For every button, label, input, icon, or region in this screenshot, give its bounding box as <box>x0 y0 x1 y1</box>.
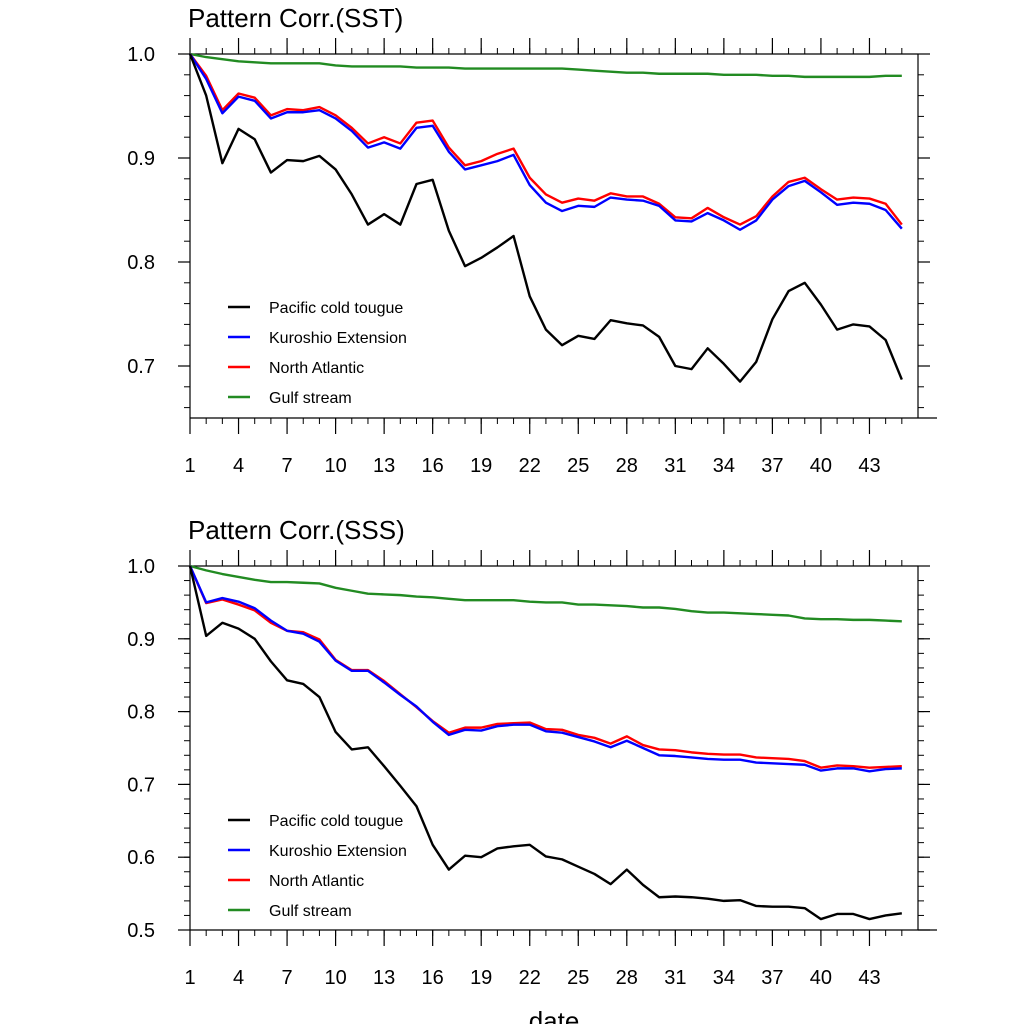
legend-item: Gulf stream <box>228 903 352 920</box>
series-lines <box>188 564 902 921</box>
x-tick-label: 10 <box>324 967 346 989</box>
x-tick-label: 22 <box>519 967 541 989</box>
x-tick-label: 43 <box>858 455 880 477</box>
x-tick-label: 25 <box>567 967 589 989</box>
x-tick-label: 7 <box>282 455 293 477</box>
legend: Pacific cold tougue Kuroshio Extension Nor… <box>228 813 407 920</box>
series-line-north-atlantic <box>189 53 903 226</box>
legend-label: Pacific cold tougue <box>269 300 403 317</box>
series-line-pacific-cold-tougue <box>188 53 903 383</box>
x-tick-label: 28 <box>616 455 638 477</box>
y-ticks: 0.5 0.6 0.7 0.8 0.9 1.0 <box>127 556 930 942</box>
y-ticks: 0.7 0.8 0.9 1.0 <box>127 44 930 409</box>
y-tick-label: 0.7 <box>127 774 155 796</box>
legend-label: North Atlantic <box>269 360 364 377</box>
x-tick-label: 25 <box>567 455 589 477</box>
x-tick-label: 34 <box>713 967 735 989</box>
x-tick-label: 40 <box>810 967 832 989</box>
legend: Pacific cold tougue Kuroshio Extension Nor… <box>228 300 407 407</box>
y-tick-label: 0.8 <box>127 702 155 724</box>
chart-title: Pattern Corr.(SSS) <box>188 515 405 545</box>
y-tick-label: 0.5 <box>127 920 155 942</box>
x-tick-label: 4 <box>233 455 244 477</box>
legend-item: Pacific cold tougue <box>228 300 403 317</box>
legend-item: North Atlantic <box>228 873 364 890</box>
series-line-north-atlantic <box>188 565 902 769</box>
x-tick-label: 10 <box>324 455 346 477</box>
plot-frame <box>189 53 937 419</box>
plot-frame <box>189 565 937 931</box>
x-tick-label: 37 <box>761 455 783 477</box>
x-ticks: 1 4 7 10 13 16 19 22 25 28 31 34 37 40 43 <box>184 550 903 989</box>
x-tick-label: 43 <box>858 967 880 989</box>
x-tick-label: 19 <box>470 967 492 989</box>
x-tick-label: 16 <box>422 967 444 989</box>
legend-item: Gulf stream <box>228 390 352 407</box>
y-tick-label: 0.9 <box>127 629 155 651</box>
chart-title: Pattern Corr.(SST) <box>188 3 403 33</box>
legend-item: Pacific cold tougue <box>228 813 403 830</box>
legend-label: Gulf stream <box>269 903 352 920</box>
x-tick-label: 13 <box>373 455 395 477</box>
x-tick-label: 1 <box>184 967 195 989</box>
x-tick-label: 13 <box>373 967 395 989</box>
x-tick-label: 40 <box>810 455 832 477</box>
legend-label: Gulf stream <box>269 390 352 407</box>
x-tick-label: 31 <box>664 967 686 989</box>
x-tick-label: 31 <box>664 455 686 477</box>
series-lines <box>188 52 903 383</box>
x-tick-label: 1 <box>184 455 195 477</box>
x-axis-label: date <box>529 1006 580 1024</box>
y-tick-label: 0.6 <box>127 847 155 869</box>
y-tick-label: 0.9 <box>127 148 155 170</box>
series-line-gulf-stream <box>189 564 902 623</box>
legend-label: North Atlantic <box>269 873 364 890</box>
x-tick-label: 19 <box>470 455 492 477</box>
y-tick-label: 0.7 <box>127 356 155 378</box>
x-tick-label: 7 <box>282 967 293 989</box>
legend-item: Kuroshio Extension <box>228 330 407 347</box>
y-tick-label: 1.0 <box>127 44 155 66</box>
x-tick-label: 28 <box>616 967 638 989</box>
series-line-kuroshio-extension <box>188 565 902 773</box>
legend-label: Kuroshio Extension <box>269 843 407 860</box>
series-line-gulf-stream <box>189 52 902 79</box>
x-tick-label: 4 <box>233 967 244 989</box>
legend-item: North Atlantic <box>228 360 364 377</box>
x-tick-label: 37 <box>761 967 783 989</box>
sss-panel: Pattern Corr.(SSS)0.50.60.70.80.91.01 4 7 1… <box>127 515 937 1024</box>
x-tick-label: 34 <box>713 455 735 477</box>
x-tick-label: 16 <box>422 455 444 477</box>
series-line-pacific-cold-tougue <box>188 565 902 921</box>
y-tick-label: 0.8 <box>127 252 155 274</box>
sst-panel: Pattern Corr.(SST)0.70.80.91.01 4 7 10 13 16 1… <box>127 3 937 477</box>
x-ticks: 1 4 7 10 13 16 19 22 25 28 31 34 37 40 43 <box>184 38 903 477</box>
legend-item: Kuroshio Extension <box>228 843 407 860</box>
y-tick-label: 1.0 <box>127 556 155 578</box>
legend-label: Kuroshio Extension <box>269 330 407 347</box>
legend-label: Pacific cold tougue <box>269 813 403 830</box>
x-tick-label: 22 <box>519 455 541 477</box>
series-line-kuroshio-extension <box>188 53 903 231</box>
